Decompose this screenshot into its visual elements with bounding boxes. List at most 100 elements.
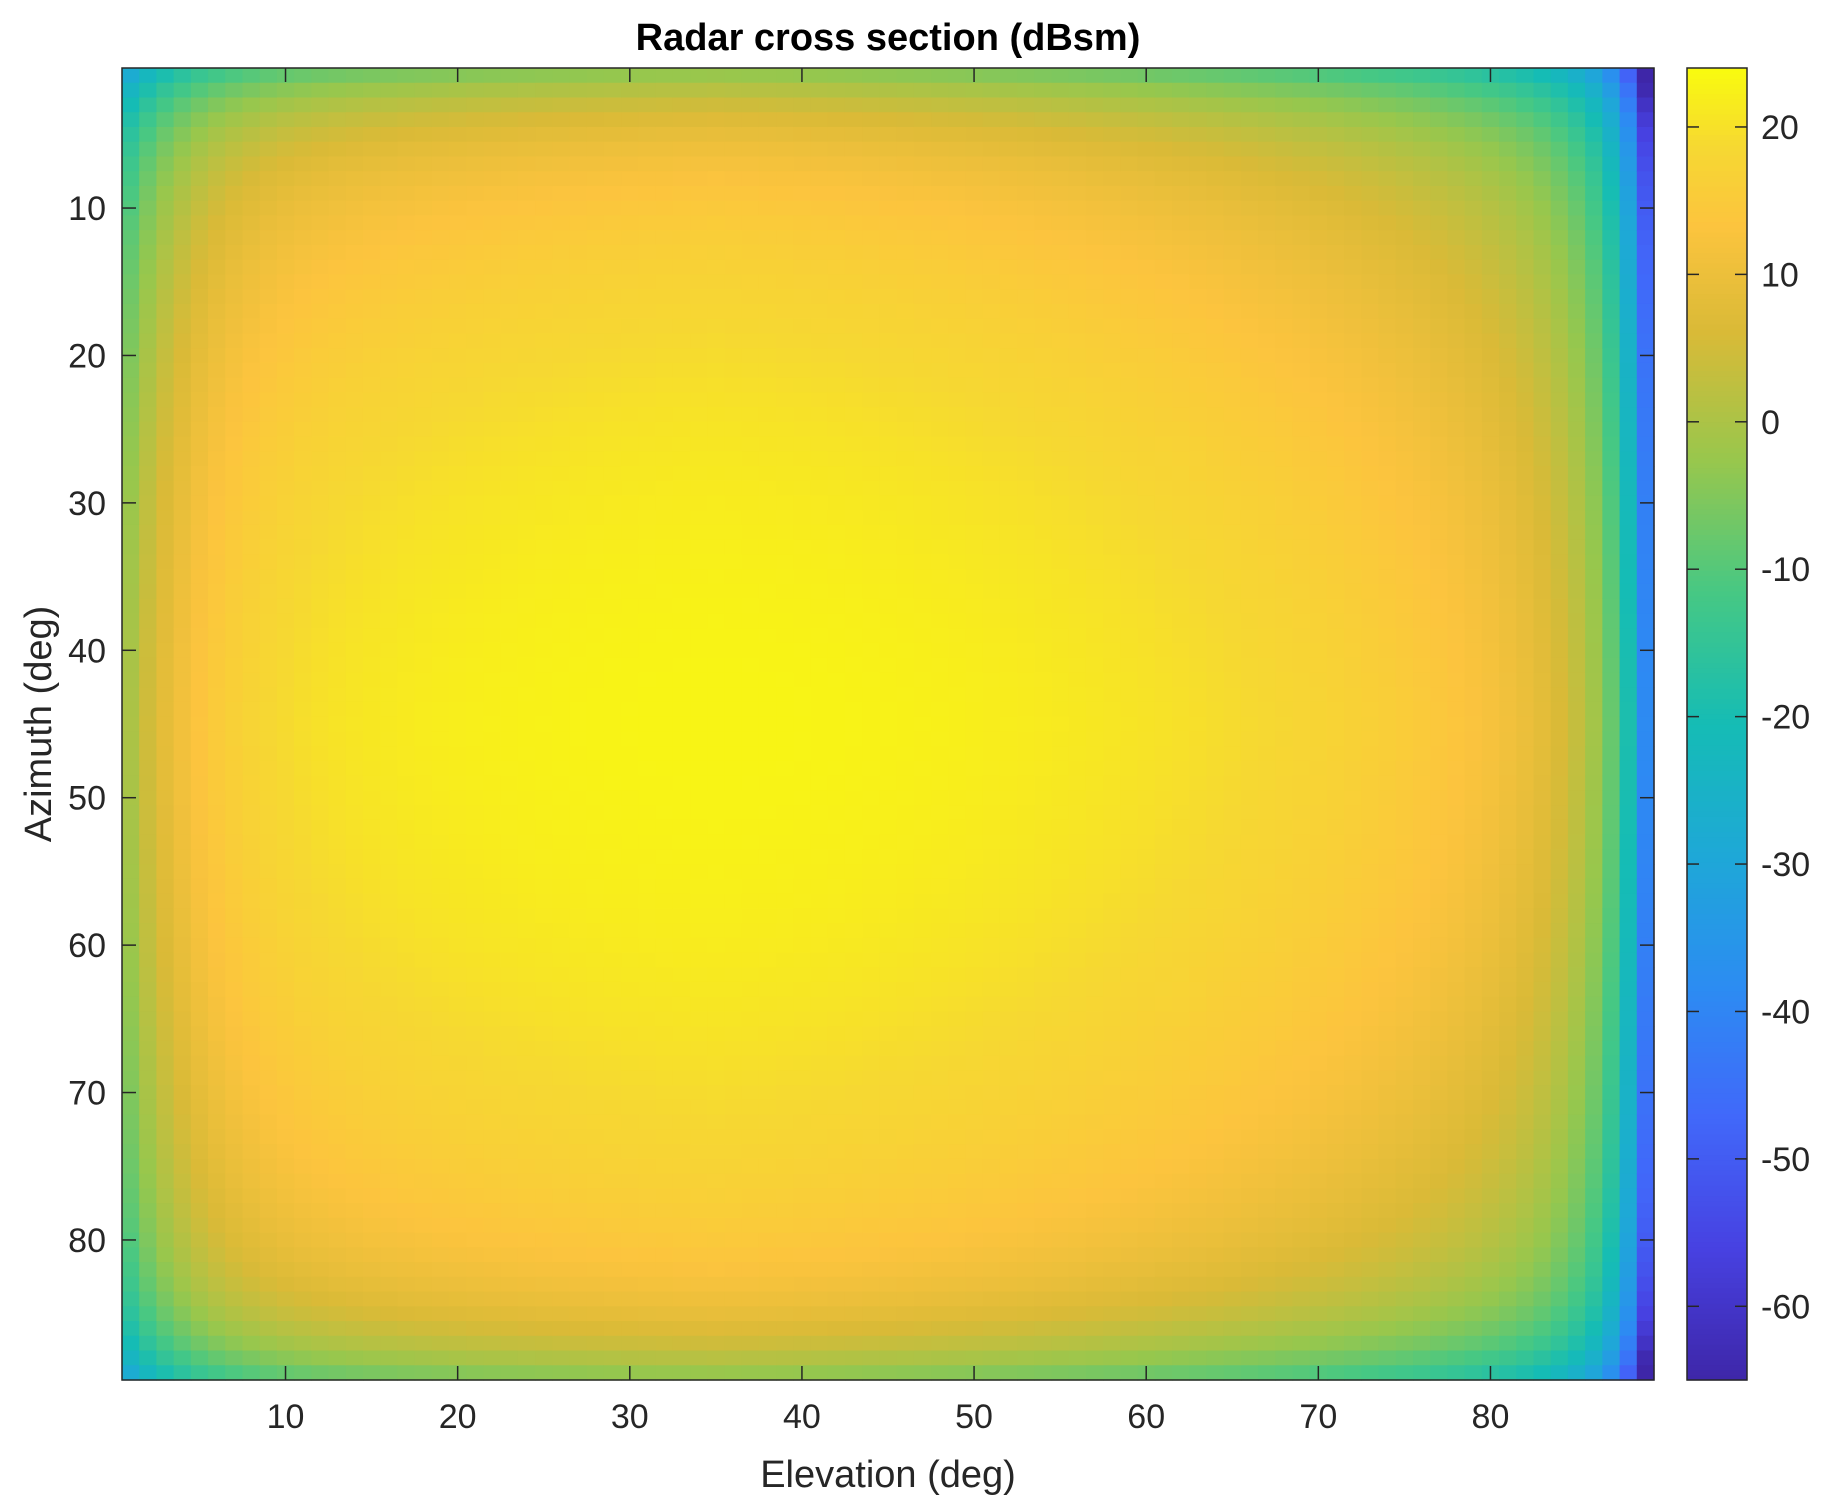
heatmap-cell bbox=[879, 598, 898, 615]
heatmap-cell bbox=[517, 141, 536, 158]
heatmap-cell bbox=[603, 967, 622, 983]
heatmap-cell bbox=[896, 554, 915, 570]
heatmap-cell bbox=[500, 1040, 519, 1057]
heatmap-cell bbox=[586, 259, 605, 275]
heatmap-cell bbox=[810, 687, 829, 703]
heatmap-cell bbox=[913, 259, 932, 275]
heatmap-cell bbox=[862, 171, 880, 187]
heatmap-cell bbox=[345, 583, 364, 600]
heatmap-cell bbox=[276, 849, 295, 865]
heatmap-cell bbox=[500, 1173, 519, 1189]
heatmap-cell bbox=[190, 244, 209, 261]
heatmap-cell bbox=[638, 1291, 657, 1307]
heatmap-cell bbox=[690, 613, 708, 629]
heatmap-cell bbox=[259, 318, 278, 334]
heatmap-cell bbox=[328, 1365, 347, 1381]
heatmap-cell bbox=[638, 613, 657, 629]
heatmap-cell bbox=[672, 598, 691, 615]
heatmap-cell bbox=[810, 1217, 829, 1234]
heatmap-cell bbox=[690, 805, 708, 821]
heatmap-cell bbox=[931, 97, 949, 113]
heatmap-cell bbox=[879, 1321, 898, 1337]
heatmap-cell bbox=[449, 864, 467, 880]
heatmap-cell bbox=[311, 82, 330, 99]
heatmap-cell bbox=[242, 156, 261, 172]
heatmap-cell bbox=[173, 466, 192, 482]
heatmap-cell bbox=[397, 392, 416, 408]
heatmap-cell bbox=[242, 451, 261, 467]
heatmap-cell bbox=[311, 1365, 330, 1381]
heatmap-cell bbox=[208, 642, 226, 659]
heatmap-cell bbox=[1068, 466, 1087, 482]
heatmap-cell bbox=[156, 1306, 175, 1322]
heatmap-cell bbox=[862, 1306, 880, 1322]
heatmap-cell bbox=[844, 657, 863, 673]
heatmap-cell bbox=[707, 259, 726, 275]
heatmap-cell bbox=[776, 1276, 794, 1293]
heatmap-cell bbox=[776, 407, 794, 423]
heatmap-cell bbox=[276, 1232, 295, 1248]
heatmap-cell bbox=[380, 1129, 399, 1145]
heatmap-cell bbox=[672, 1070, 691, 1086]
heatmap-cell bbox=[621, 421, 639, 438]
heatmap-cell bbox=[862, 1276, 880, 1293]
heatmap-cell bbox=[672, 775, 691, 791]
heatmap-cell bbox=[552, 392, 571, 408]
heatmap-cell bbox=[603, 1144, 622, 1160]
heatmap-cell bbox=[965, 230, 984, 246]
heatmap-cell bbox=[225, 421, 244, 438]
heatmap-cell bbox=[862, 746, 880, 762]
heatmap-cell bbox=[466, 731, 485, 747]
heatmap-cell bbox=[449, 1276, 467, 1293]
heatmap-cell bbox=[603, 1276, 622, 1293]
heatmap-cell bbox=[414, 244, 433, 261]
heatmap-cell bbox=[380, 1306, 399, 1322]
heatmap-cell bbox=[397, 480, 416, 497]
heatmap-cell bbox=[879, 731, 898, 747]
heatmap-cell bbox=[862, 923, 880, 939]
heatmap-cell bbox=[449, 1247, 467, 1263]
heatmap-cell bbox=[879, 156, 898, 172]
heatmap-cell bbox=[190, 274, 209, 290]
heatmap-cell bbox=[810, 598, 829, 615]
heatmap-cell bbox=[208, 112, 226, 128]
heatmap-cell bbox=[931, 510, 949, 526]
heatmap-cell bbox=[345, 628, 364, 644]
heatmap-cell bbox=[844, 981, 863, 998]
heatmap-cell bbox=[724, 362, 743, 379]
heatmap-cell bbox=[862, 1262, 880, 1278]
heatmap-cell bbox=[1034, 200, 1053, 217]
heatmap-cell bbox=[500, 583, 519, 600]
heatmap-cell bbox=[431, 112, 450, 128]
heatmap-cell bbox=[672, 1099, 691, 1116]
heatmap-cell bbox=[999, 348, 1018, 364]
heatmap-cell bbox=[122, 274, 140, 290]
heatmap-cell bbox=[294, 539, 312, 556]
heatmap-cell bbox=[345, 392, 364, 408]
heatmap-cell bbox=[380, 878, 399, 895]
heatmap-cell bbox=[414, 1247, 433, 1263]
heatmap-cell bbox=[690, 937, 708, 954]
heatmap-cell bbox=[724, 1262, 743, 1278]
heatmap-cell bbox=[621, 937, 639, 954]
heatmap-cell bbox=[1085, 126, 1104, 143]
heatmap-cell bbox=[276, 274, 295, 290]
heatmap-cell bbox=[913, 289, 932, 305]
heatmap-cell bbox=[362, 657, 381, 673]
heatmap-cell bbox=[431, 1276, 450, 1293]
heatmap-cell bbox=[793, 97, 812, 113]
heatmap-cell bbox=[758, 819, 777, 836]
heatmap-cell bbox=[862, 68, 880, 84]
heatmap-cell bbox=[758, 1321, 777, 1337]
heatmap-cell bbox=[672, 864, 691, 880]
heatmap-cell bbox=[586, 937, 605, 954]
heatmap-cell bbox=[741, 849, 760, 865]
heatmap-cell bbox=[948, 392, 967, 408]
heatmap-cell bbox=[294, 981, 312, 998]
heatmap-cell bbox=[139, 112, 158, 128]
heatmap-cell bbox=[294, 834, 312, 850]
heatmap-cell bbox=[690, 539, 708, 556]
heatmap-cell bbox=[844, 421, 863, 438]
heatmap-cell bbox=[844, 303, 863, 320]
heatmap-cell bbox=[603, 112, 622, 128]
